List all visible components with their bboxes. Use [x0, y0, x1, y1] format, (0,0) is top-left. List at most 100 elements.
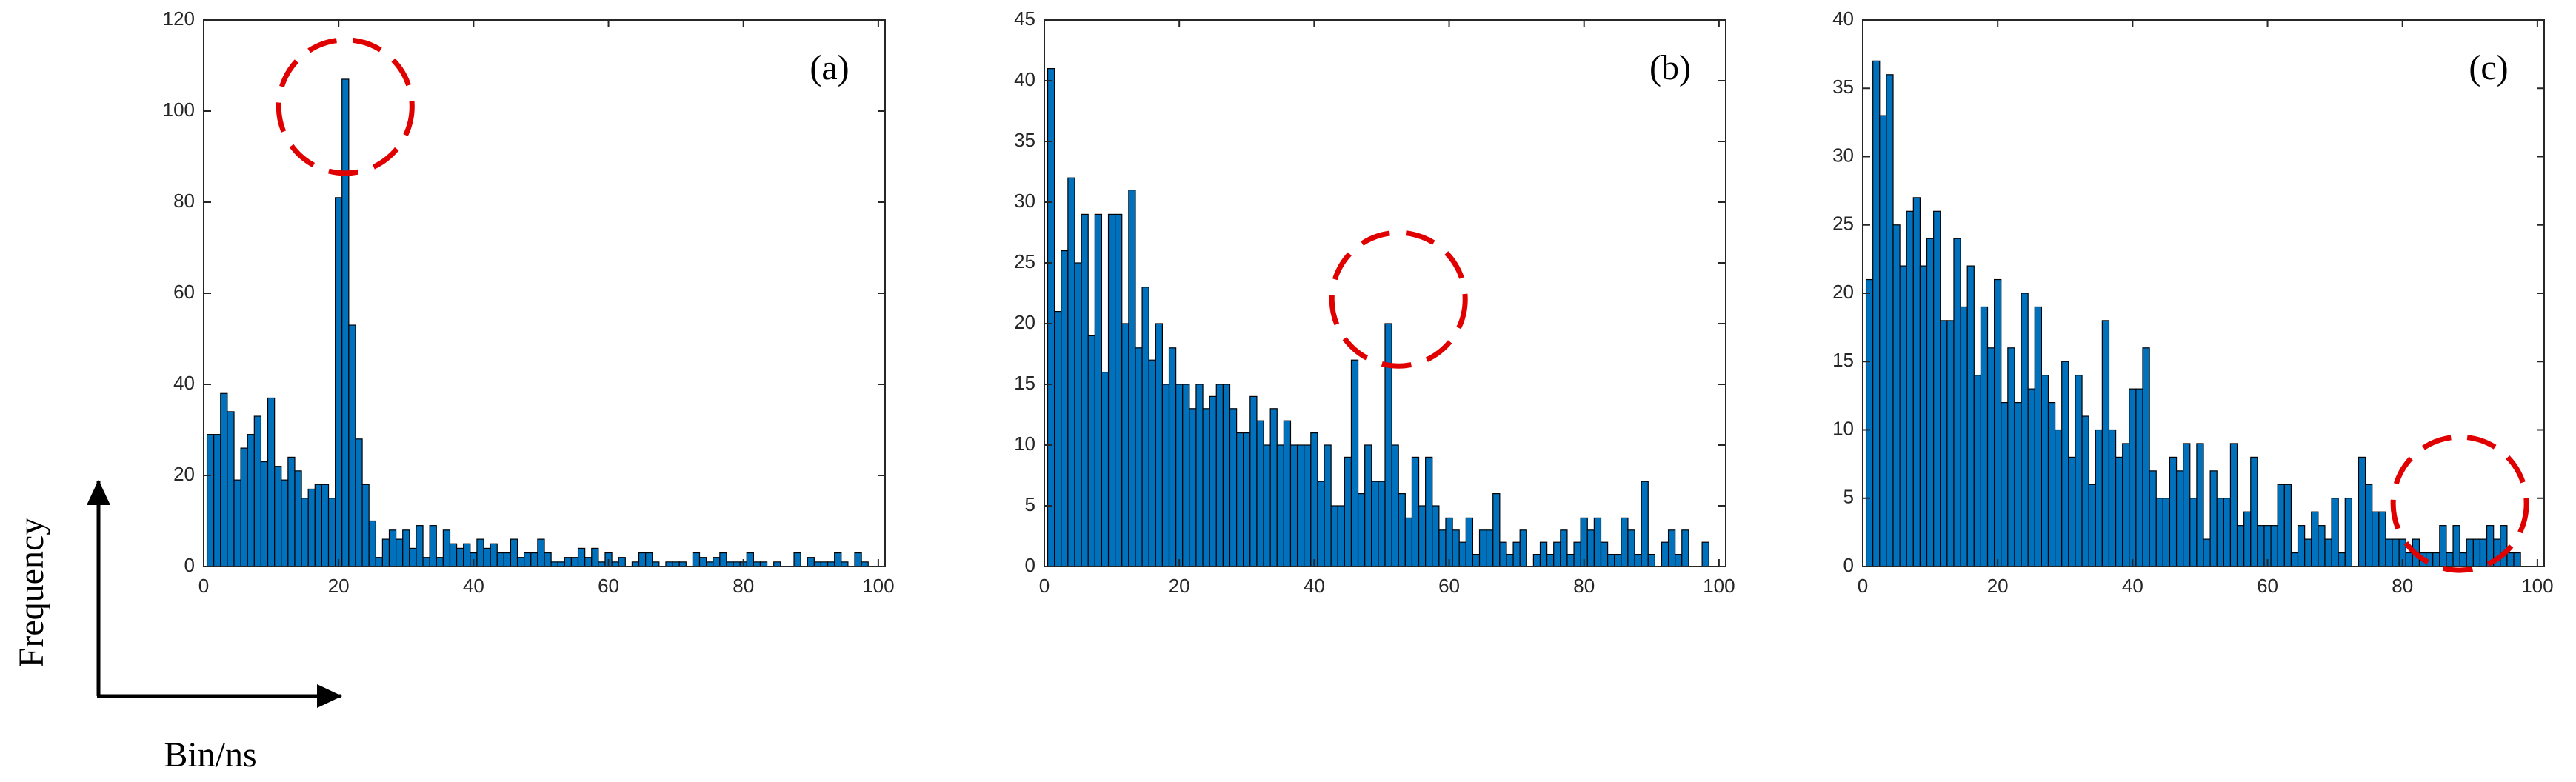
bar	[1919, 265, 1928, 567]
bar	[2175, 470, 2184, 567]
bar	[1304, 444, 1312, 567]
panel: 0 5 10 15 20 25 30 35 40 0 20 40 60 80 100 (c)	[1832, 7, 2554, 597]
bar	[402, 529, 410, 567]
bar	[524, 552, 532, 567]
y-tick-label: 15	[1014, 372, 1035, 394]
x-tick-label: 80	[733, 575, 754, 597]
bar	[1532, 553, 1541, 567]
bar	[2452, 525, 2460, 567]
bar	[1161, 384, 1170, 567]
bar	[2439, 525, 2447, 567]
panel-label: (a)	[810, 48, 849, 87]
bar	[1546, 553, 1555, 567]
y-tick-label: 60	[173, 281, 195, 303]
bar	[516, 557, 525, 567]
bar	[2027, 388, 2035, 567]
bar	[1209, 395, 1217, 567]
bar	[530, 552, 538, 567]
bar	[1681, 529, 1689, 567]
bar	[1222, 384, 1231, 567]
bar	[381, 538, 390, 567]
bar	[1398, 492, 1406, 567]
bar	[713, 557, 721, 567]
panel: 0 20 40 60 80 100 120 0 20 40 60 80 100 (a)	[163, 7, 895, 597]
bar	[1269, 408, 1278, 567]
x-tick-label: 0	[1858, 575, 1868, 597]
bar	[2088, 484, 2096, 567]
bar	[1472, 553, 1481, 567]
y-tick-label: 35	[1832, 76, 1854, 98]
bar	[2378, 511, 2386, 567]
arrow-head	[317, 684, 342, 708]
y-tick-label: 5	[1843, 486, 1854, 508]
bar	[267, 397, 276, 567]
bar	[1966, 265, 1975, 567]
bar	[591, 547, 599, 567]
bar	[1141, 287, 1149, 567]
y-tick-label: 20	[1832, 281, 1854, 303]
bar	[2101, 320, 2110, 567]
x-tick-label: 40	[1304, 575, 1325, 597]
bar	[2290, 552, 2299, 567]
x-axis-label: Bin/ns	[164, 735, 256, 775]
y-tick-label: 10	[1832, 417, 1854, 439]
panel-label: (c)	[2469, 48, 2508, 87]
bar	[537, 538, 545, 567]
bar	[490, 543, 498, 567]
bar	[1256, 420, 1264, 567]
bar	[2250, 456, 2258, 567]
bar	[1411, 456, 1420, 567]
bar	[2129, 388, 2137, 567]
bar	[2318, 525, 2326, 567]
bar	[1986, 347, 1995, 567]
bar	[2142, 347, 2150, 567]
bar	[564, 557, 573, 567]
bar	[287, 456, 296, 567]
y-tick-label: 45	[1014, 7, 1035, 30]
bar	[301, 498, 309, 567]
bar	[1499, 541, 1507, 567]
bar	[2405, 552, 2413, 567]
bar	[638, 552, 647, 567]
y-axis-label: Frequency	[12, 518, 51, 668]
bar	[2108, 429, 2117, 567]
bar	[1364, 444, 1372, 567]
y-tick-label: 35	[1014, 129, 1035, 151]
y-tick-label: 40	[173, 372, 195, 394]
x-tick-label: 80	[2392, 575, 2413, 597]
bar	[476, 538, 484, 567]
x-tick-label: 0	[1039, 575, 1050, 597]
bar	[1418, 505, 1427, 567]
bar	[2304, 538, 2312, 567]
bar	[361, 484, 370, 567]
bar	[1486, 529, 1494, 567]
highlight-circle	[2390, 434, 2529, 573]
bar	[2283, 484, 2292, 567]
bar	[2432, 552, 2440, 567]
bar	[746, 552, 754, 567]
bar	[422, 557, 430, 567]
bar	[2466, 538, 2474, 567]
bar	[1553, 541, 1561, 567]
bar	[2243, 511, 2252, 567]
bar	[2196, 443, 2204, 567]
bar	[1566, 553, 1575, 567]
bar	[247, 434, 255, 567]
bar	[1675, 553, 1683, 567]
bar	[1452, 529, 1460, 567]
bar	[449, 543, 458, 567]
bar	[240, 447, 248, 567]
bar	[307, 488, 316, 567]
bar	[1296, 444, 1305, 567]
bar	[206, 434, 215, 567]
bar	[341, 78, 350, 567]
bar	[1586, 529, 1595, 567]
bar	[396, 538, 404, 567]
bar	[793, 552, 801, 567]
bar	[2344, 498, 2352, 567]
bar	[2229, 443, 2238, 567]
bar	[1074, 262, 1082, 567]
bar	[2183, 443, 2191, 567]
bar	[1865, 278, 1874, 567]
